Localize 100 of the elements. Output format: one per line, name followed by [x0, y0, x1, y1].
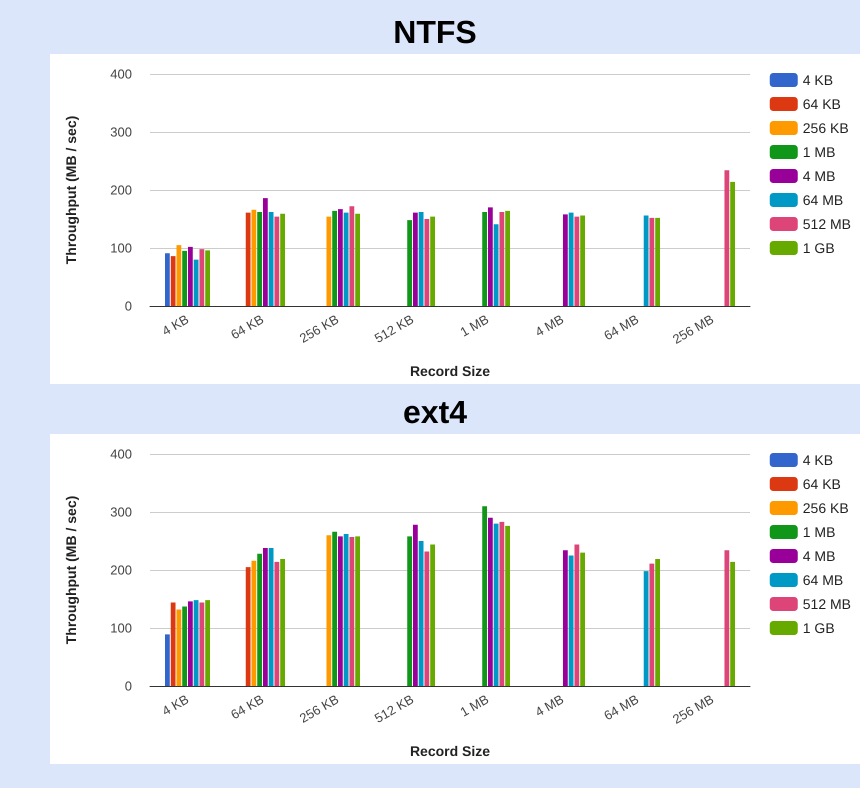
- bar: [332, 532, 338, 686]
- chart-title: NTFS: [392, 13, 478, 52]
- bar: [170, 256, 176, 306]
- legend-label: 256 KB: [802, 500, 849, 516]
- x-tick-label: 4 MB: [532, 312, 566, 340]
- bar: [568, 556, 574, 686]
- bar: [418, 541, 424, 686]
- x-axis-title: Record Size: [410, 363, 490, 379]
- x-tick-label: 64 MB: [601, 692, 642, 724]
- y-axis-title: Throughput (MB / sec): [63, 116, 79, 264]
- bar: [251, 210, 256, 306]
- bar: [418, 212, 424, 306]
- legend-label: 1 MB: [802, 524, 836, 540]
- legend-label: 64 KB: [802, 96, 841, 112]
- bar: [730, 182, 735, 306]
- x-tick-label: 256 KB: [296, 692, 342, 726]
- bar: [274, 562, 280, 686]
- bar: [494, 524, 499, 686]
- bar: [424, 551, 430, 686]
- bar: [165, 253, 170, 306]
- bar: [407, 220, 412, 306]
- bar: [644, 571, 649, 686]
- y-tick-label: 0: [124, 678, 132, 694]
- legend-label: 4 KB: [802, 452, 834, 468]
- bar: [730, 562, 735, 686]
- bar: [499, 212, 504, 306]
- bar: [724, 170, 730, 306]
- bar: [355, 214, 360, 306]
- y-tick-label: 200: [110, 182, 132, 198]
- bar: [574, 216, 580, 306]
- x-tick-label: 256 KB: [296, 312, 342, 346]
- legend-label: 512 MB: [802, 596, 851, 612]
- bar: [644, 216, 649, 306]
- bar: [649, 218, 654, 306]
- bar: [188, 246, 193, 306]
- y-tick-label: 400: [110, 66, 132, 82]
- x-tick-label: 256 MB: [670, 692, 716, 727]
- bar: [580, 552, 585, 686]
- bar: [246, 567, 251, 686]
- bar: [205, 250, 210, 306]
- x-tick-label: 4 MB: [532, 692, 566, 720]
- bar: [412, 212, 418, 306]
- bar: [499, 522, 504, 686]
- y-tick-label: 300: [110, 124, 132, 140]
- bar: [165, 634, 170, 686]
- y-tick-label: 100: [110, 620, 132, 636]
- bar: [338, 536, 343, 686]
- bar: [246, 212, 251, 306]
- bar: [332, 210, 338, 306]
- bar: [251, 560, 256, 686]
- bar: [170, 602, 176, 686]
- bar: [344, 534, 349, 686]
- bar: [494, 224, 499, 306]
- y-tick-label: 300: [110, 504, 132, 520]
- x-tick-label: 64 MB: [601, 312, 642, 344]
- bar: [412, 524, 418, 686]
- bar: [562, 214, 568, 306]
- x-tick-label: 1 MB: [458, 692, 492, 720]
- bar: [188, 601, 193, 686]
- legend-label: 1 MB: [802, 144, 836, 160]
- y-axis-title: Throughput (MB / sec): [63, 496, 79, 644]
- x-tick-label: 4 KB: [159, 312, 192, 339]
- legend-label: 512 MB: [802, 216, 851, 232]
- x-tick-label: 64 KB: [228, 312, 266, 342]
- x-tick-label: 512 KB: [372, 312, 416, 346]
- legend-label: 64 MB: [802, 572, 844, 588]
- x-tick-label: 64 KB: [228, 692, 266, 722]
- bar: [430, 544, 435, 686]
- bar: [655, 558, 660, 686]
- bar: [262, 198, 268, 306]
- bar: [257, 212, 262, 306]
- legend-label: 4 MB: [802, 168, 836, 184]
- bar: [205, 600, 210, 686]
- bar: [349, 536, 354, 686]
- bar: [562, 550, 568, 686]
- bar: [649, 564, 654, 686]
- bar: [280, 558, 285, 686]
- bar: [194, 260, 199, 306]
- bar: [176, 609, 182, 686]
- bar: [280, 214, 285, 306]
- bar: [199, 249, 204, 306]
- bar: [574, 544, 580, 686]
- legend-label: 64 MB: [802, 192, 844, 208]
- x-tick-label: 1 MB: [458, 312, 492, 340]
- bar: [182, 250, 188, 306]
- x-tick-label: 4 KB: [159, 692, 192, 719]
- bar: [424, 219, 430, 306]
- x-tick-label: 256 MB: [670, 312, 716, 347]
- bar: [268, 548, 274, 686]
- bar: [349, 206, 354, 306]
- legend-label: 1 GB: [802, 240, 835, 256]
- bar: [326, 216, 332, 306]
- legend-label: 4 MB: [802, 548, 836, 564]
- bar: [262, 548, 268, 686]
- bar: [568, 212, 574, 306]
- bar: [257, 554, 262, 686]
- y-tick-label: 0: [124, 298, 132, 314]
- bar: [505, 526, 510, 686]
- bar: [194, 600, 199, 686]
- bar: [505, 210, 510, 306]
